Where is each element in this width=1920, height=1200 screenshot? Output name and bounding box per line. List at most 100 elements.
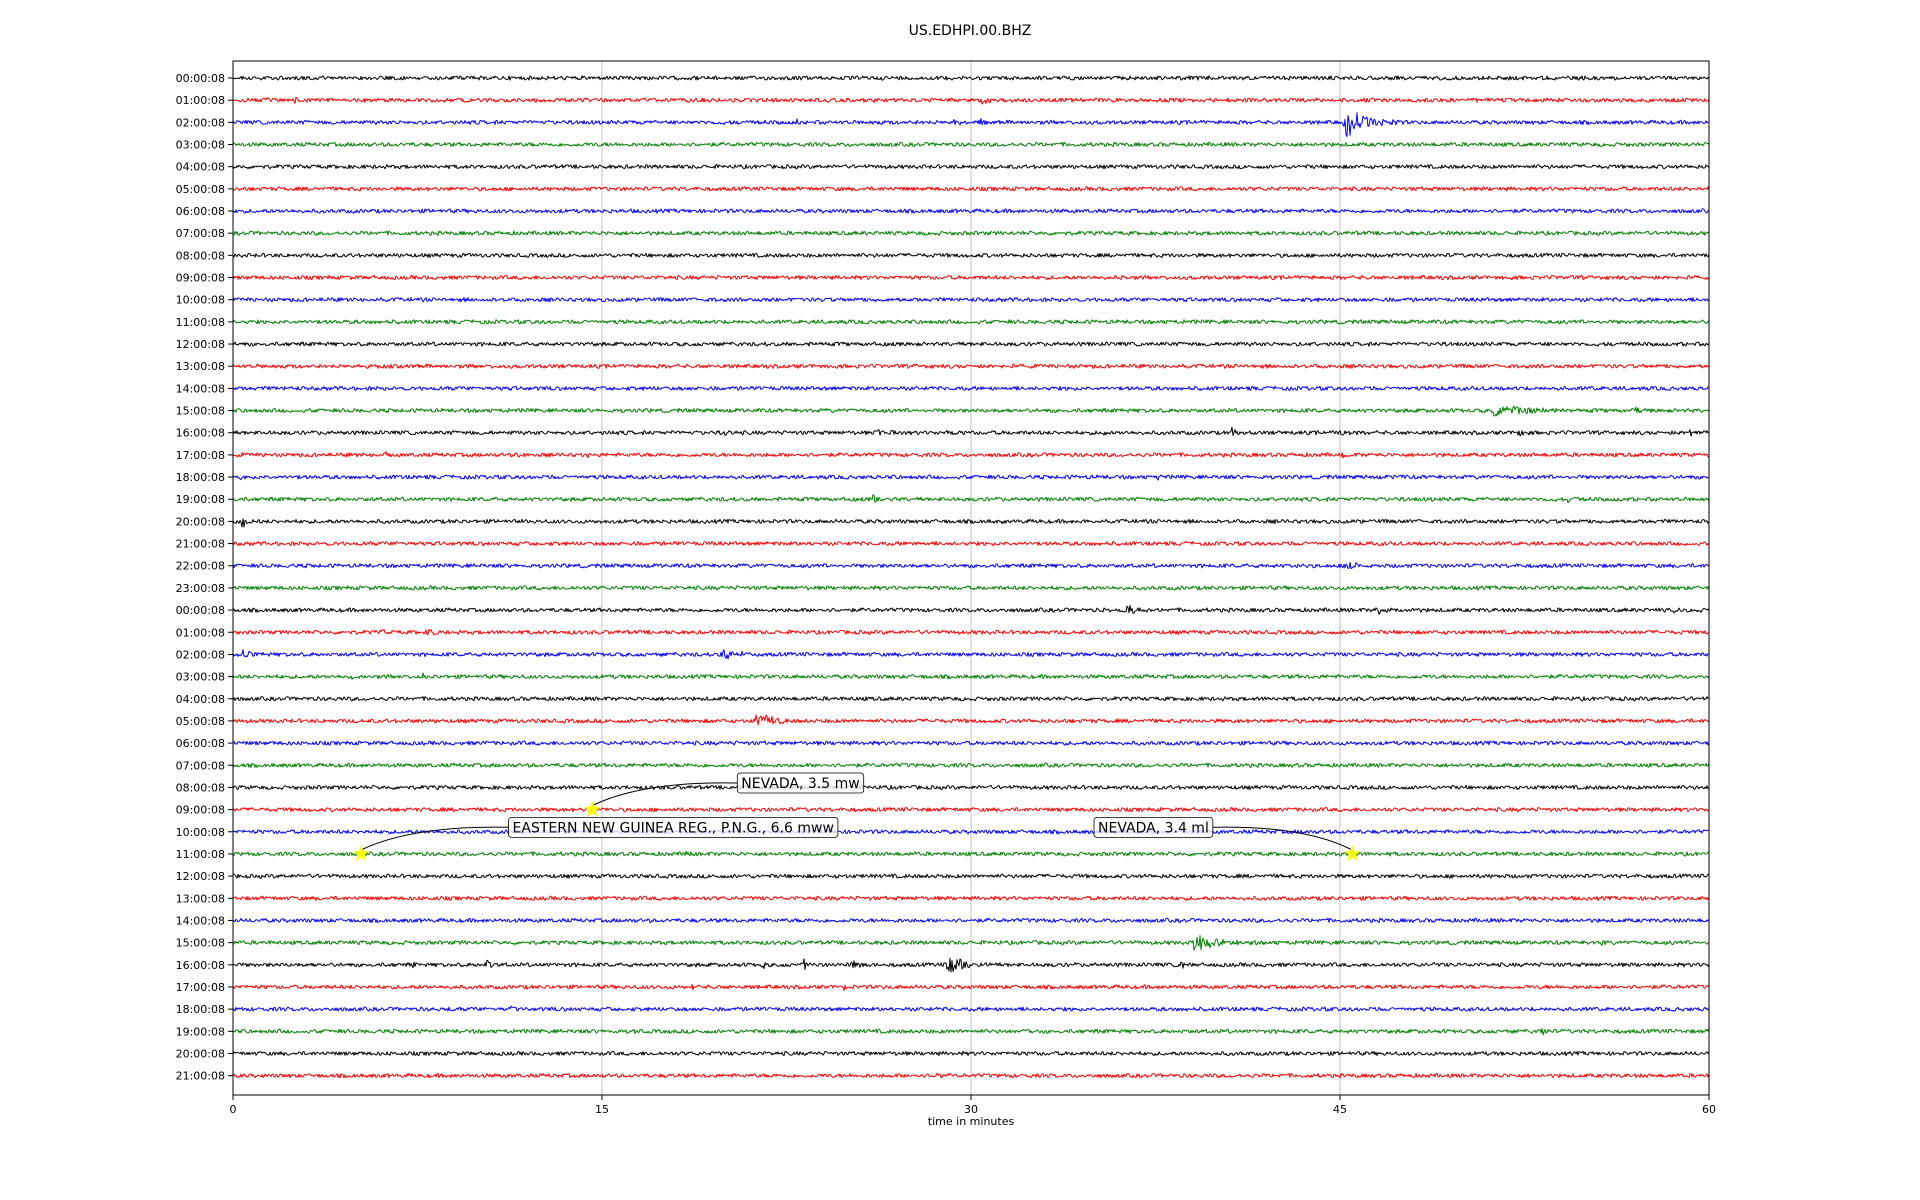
trace-row xyxy=(232,341,1710,347)
trace-row xyxy=(232,540,1710,547)
x-axis-label: time in minutes xyxy=(928,1115,1015,1128)
trace-row xyxy=(232,829,1710,835)
row-time-label: 11:00:08 xyxy=(176,316,225,329)
trace-row xyxy=(232,957,1710,973)
row-time-label: 20:00:08 xyxy=(176,1047,225,1060)
row-time-label: 02:00:08 xyxy=(176,116,225,129)
row-time-label: 16:00:08 xyxy=(176,427,225,440)
trace-row xyxy=(232,850,1710,857)
trace-row xyxy=(232,385,1710,391)
trace-row xyxy=(232,873,1710,879)
event-star-marker xyxy=(1344,845,1361,861)
event-annotation: EASTERN NEW GUINEA REG., P.N.G., 6.6 mww xyxy=(352,816,839,861)
trace-row xyxy=(232,585,1710,591)
row-time-label: 07:00:08 xyxy=(176,227,225,240)
x-tick-label: 45 xyxy=(1333,1103,1347,1116)
row-time-label: 01:00:08 xyxy=(176,626,225,639)
row-time-label: 06:00:08 xyxy=(176,737,225,750)
row-time-label: 20:00:08 xyxy=(176,515,225,528)
row-time-label: 17:00:08 xyxy=(176,449,225,462)
trace-row xyxy=(232,230,1710,236)
event-label: EASTERN NEW GUINEA REG., P.N.G., 6.6 mww xyxy=(513,820,834,836)
x-tick-label: 15 xyxy=(595,1103,609,1116)
trace-row xyxy=(232,1005,1710,1012)
plot-frame xyxy=(232,60,1710,1096)
event-label-box xyxy=(508,816,839,838)
row-time-label: 08:00:08 xyxy=(176,249,225,262)
trace-row xyxy=(232,917,1710,924)
row-time-label: 05:00:08 xyxy=(176,183,225,196)
row-time-label: 22:00:08 xyxy=(176,560,225,573)
row-time-label: 17:00:08 xyxy=(176,981,225,994)
trace-row xyxy=(232,672,1710,680)
trace-row xyxy=(232,186,1710,192)
row-time-label: 00:00:08 xyxy=(176,72,225,85)
trace-row xyxy=(232,363,1710,369)
row-time-label: 13:00:08 xyxy=(176,360,225,373)
row-time-label: 14:00:08 xyxy=(176,914,225,927)
row-time-label: 03:00:08 xyxy=(176,671,225,684)
event-connector xyxy=(591,782,738,807)
trace-row xyxy=(232,1050,1710,1057)
trace-row xyxy=(232,319,1710,325)
row-time-label: 18:00:08 xyxy=(176,471,225,484)
trace-row xyxy=(232,405,1710,417)
row-time-label: 11:00:08 xyxy=(176,848,225,861)
row-time-label: 19:00:08 xyxy=(176,493,225,506)
event-annotation: NEVADA, 3.4 ml xyxy=(1093,816,1361,861)
trace-row xyxy=(232,561,1710,569)
x-tick-label: 30 xyxy=(964,1103,978,1116)
x-tick-label: 0 xyxy=(230,1103,237,1116)
chart-title: US.EDHPI.00.BHZ xyxy=(909,23,1032,39)
row-time-label: 13:00:08 xyxy=(176,892,225,905)
row-time-label: 03:00:08 xyxy=(176,139,225,152)
trace-row xyxy=(232,274,1710,281)
row-time-labels: 00:00:08 01:00:08 02:00:08 03:00:08 04:00:08… xyxy=(176,72,233,1083)
trace-row xyxy=(232,1028,1710,1036)
trace-row xyxy=(232,252,1710,258)
event-annotation: NEVADA, 3.5 mw xyxy=(583,772,865,817)
row-time-label: 16:00:08 xyxy=(176,959,225,972)
event-label: NEVADA, 3.4 ml xyxy=(1098,820,1209,836)
event-label-box xyxy=(736,772,865,794)
row-time-label: 01:00:08 xyxy=(176,94,225,107)
row-time-label: 04:00:08 xyxy=(176,161,225,174)
row-time-label: 06:00:08 xyxy=(176,205,225,218)
row-time-label: 02:00:08 xyxy=(176,648,225,661)
row-time-label: 05:00:08 xyxy=(176,715,225,728)
trace-row xyxy=(232,807,1710,813)
row-time-label: 21:00:08 xyxy=(176,538,225,551)
row-time-label: 12:00:08 xyxy=(176,870,225,883)
row-time-label: 15:00:08 xyxy=(176,405,225,418)
event-label: NEVADA, 3.5 mw xyxy=(741,776,859,792)
event-connector xyxy=(360,826,509,851)
trace-row xyxy=(232,604,1710,615)
trace-row xyxy=(232,451,1710,459)
trace-row xyxy=(232,784,1710,791)
seismogram-traces xyxy=(232,75,1710,1079)
event-connector xyxy=(1212,826,1353,851)
trace-row xyxy=(232,762,1710,768)
x-axis-ticks: 0 15 30 45 60 xyxy=(230,1095,1716,1116)
trace-row xyxy=(232,141,1710,148)
trace-row xyxy=(232,518,1710,528)
trace-row xyxy=(232,112,1710,137)
event-star-marker xyxy=(352,845,370,861)
row-time-label: 18:00:08 xyxy=(176,1003,225,1016)
trace-row xyxy=(232,494,1710,504)
x-tick-label: 60 xyxy=(1702,1103,1716,1116)
row-time-label: 19:00:08 xyxy=(176,1025,225,1038)
row-time-label: 15:00:08 xyxy=(176,937,225,950)
trace-row xyxy=(232,649,1710,660)
trace-row xyxy=(233,629,1710,636)
row-time-label: 14:00:08 xyxy=(176,382,225,395)
trace-row xyxy=(232,164,1710,170)
trace-row xyxy=(232,426,1710,437)
trace-row xyxy=(232,1072,1710,1079)
row-time-label: 10:00:08 xyxy=(176,826,225,839)
trace-row xyxy=(232,895,1710,901)
row-time-label: 21:00:08 xyxy=(176,1070,225,1083)
event-annotations: NEVADA, 3.5 mw EASTERN NEW GUINEA REG., P… xyxy=(352,772,1361,861)
